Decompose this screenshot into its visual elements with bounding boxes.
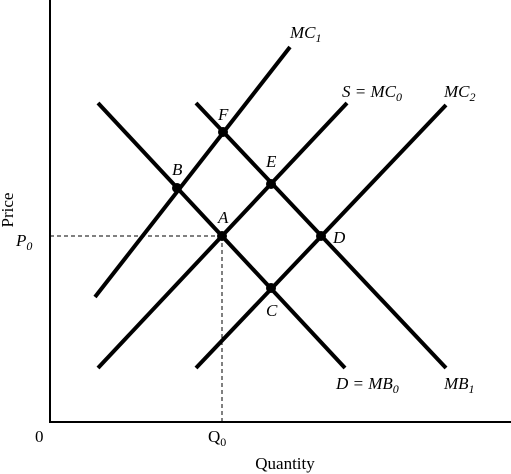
curve-label: MB1	[443, 374, 475, 396]
point-dot	[266, 179, 276, 189]
y-axis-label: Price	[0, 193, 17, 228]
curve-label: MC1	[289, 23, 322, 45]
point-label: C	[266, 301, 278, 320]
point-label: A	[217, 208, 229, 227]
price-mark: P0	[15, 231, 32, 253]
point-dot	[316, 231, 326, 241]
mc1-curve	[93, 45, 292, 299]
point-label: B	[172, 160, 183, 179]
curve-label: D = MB0	[335, 374, 399, 396]
point-dot	[266, 283, 276, 293]
origin-label: 0	[35, 427, 44, 446]
point-dot	[217, 231, 227, 241]
x-axis-label: Quantity	[255, 454, 315, 473]
point-dot	[172, 183, 182, 193]
quantity-mark: Q0	[208, 427, 226, 449]
point-label: E	[265, 152, 277, 171]
point-dot	[218, 127, 228, 137]
curve-label: MC2	[443, 82, 476, 104]
point-label: F	[217, 105, 229, 124]
point-label: D	[332, 228, 346, 247]
curve-label: S = MC0	[342, 82, 402, 104]
